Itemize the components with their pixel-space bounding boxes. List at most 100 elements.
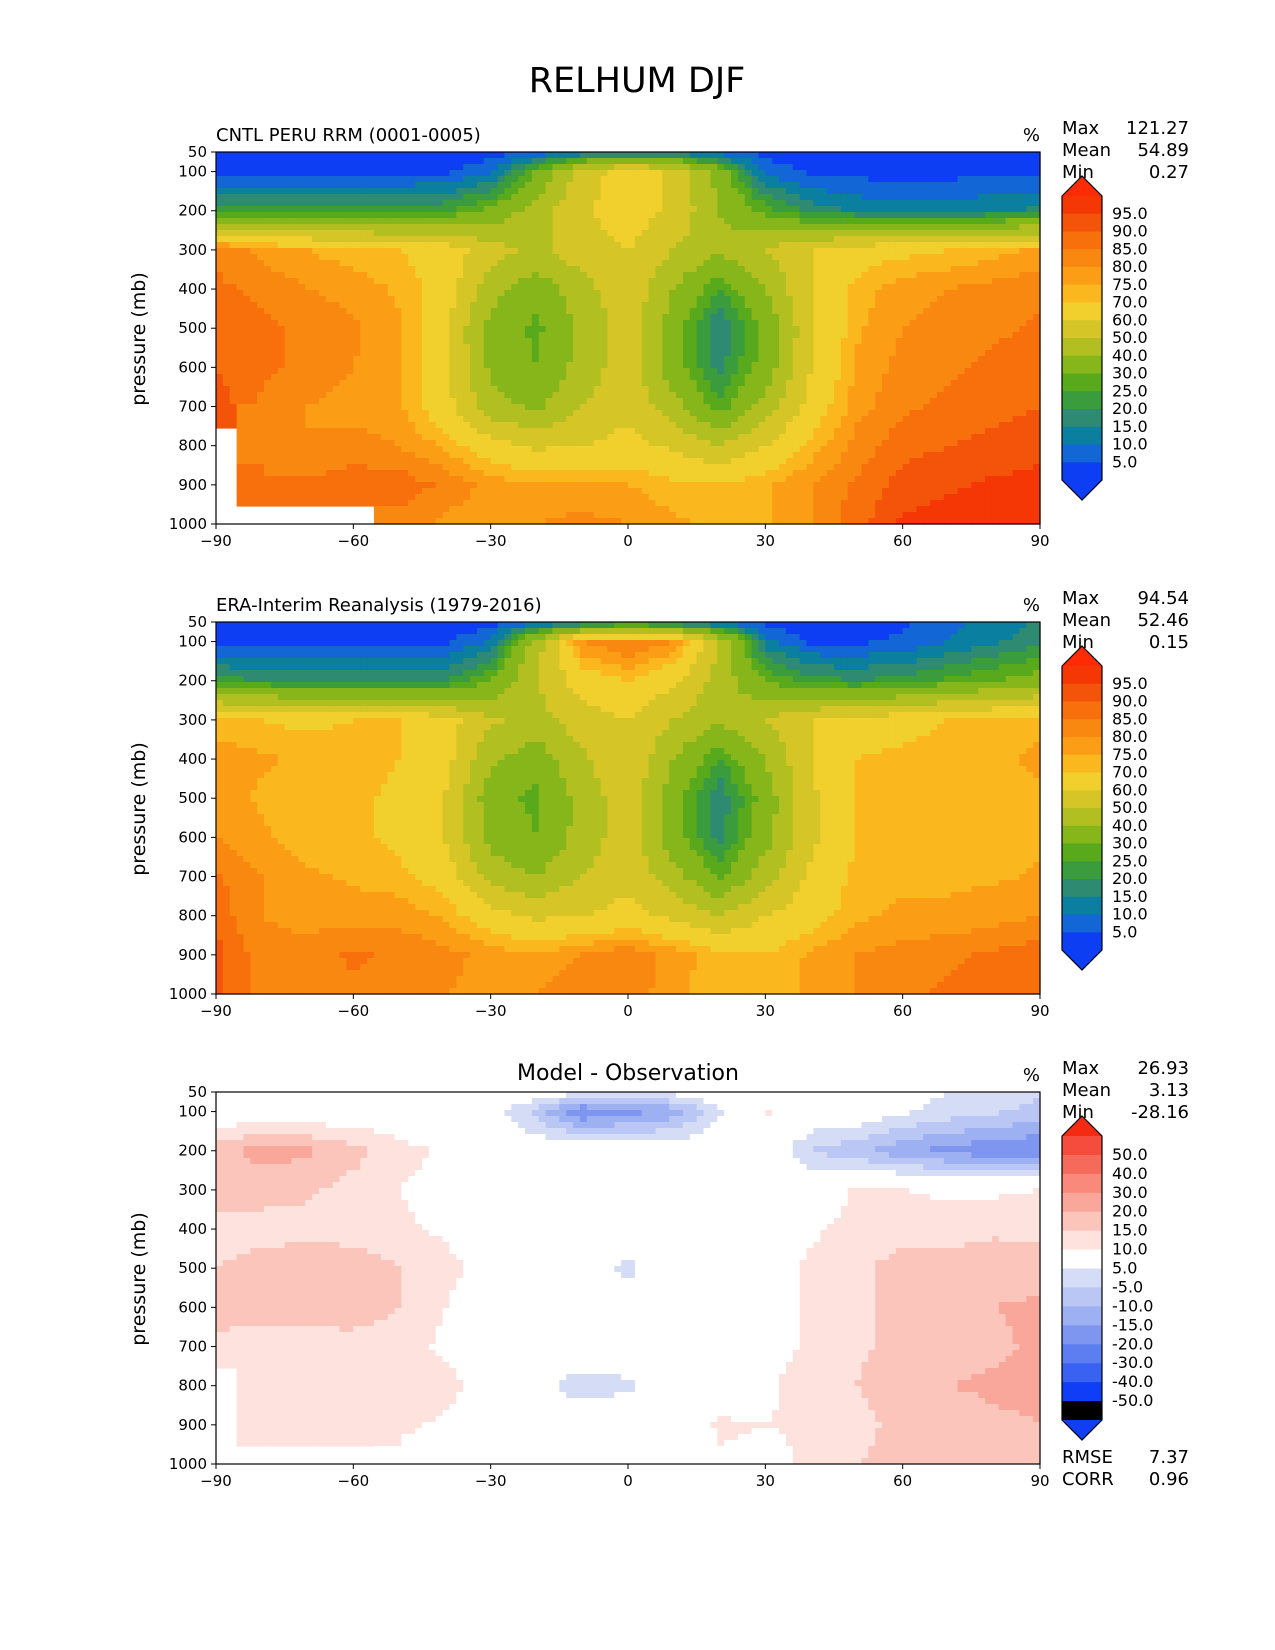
field-cell [841,200,848,207]
field-cell [635,356,642,363]
field-cell [765,338,772,345]
field-cell [223,188,230,195]
field-cell [621,350,628,357]
field-cell [580,374,587,381]
field-cell [813,242,820,249]
field-cell [683,260,690,267]
field-cell [436,368,443,375]
field-cell [813,158,820,165]
field-cell [367,206,374,213]
field-cell [436,182,443,189]
field-cell [319,194,326,201]
field-cell [250,314,257,321]
field-cell [381,290,388,297]
field-cell [731,320,738,327]
field-cell [601,374,608,381]
field-cell [477,254,484,261]
field-cell [807,278,814,285]
field-cell [587,194,594,201]
field-cell [463,350,470,357]
field-cell [786,176,793,183]
field-cell [243,218,250,225]
field-cell [223,254,230,261]
field-cell [655,260,662,267]
field-cell [1026,380,1033,387]
field-cell [278,236,285,243]
field-cell [738,260,745,267]
field-cell [676,260,683,267]
field-cell [697,194,704,201]
field-cell [587,338,594,345]
field-cell [717,356,724,363]
field-cell [559,320,566,327]
field-cell [1019,224,1026,231]
field-cell [896,206,903,213]
field-cell [820,242,827,249]
field-cell [758,242,765,249]
field-cell [429,308,436,315]
field-cell [813,338,820,345]
field-cell [772,374,779,381]
field-cell [964,344,971,351]
field-cell [546,326,553,333]
field-cell [923,314,930,321]
field-cell [477,170,484,177]
field-cell [1026,326,1033,333]
field-cell [278,278,285,285]
field-cell [649,380,656,387]
field-cell [896,296,903,303]
field-cell [827,278,834,285]
field-cell [779,164,786,171]
field-cell [216,248,223,255]
field-cell [587,326,594,333]
field-cell [662,296,669,303]
field-cell [353,272,360,279]
field-cell [882,386,889,393]
field-cell [628,308,635,315]
field-cell [367,266,374,273]
field-cell [690,362,697,369]
field-cell [271,206,278,213]
field-cell [635,350,642,357]
field-cell [923,170,930,177]
field-cell [738,236,745,243]
field-cell [861,380,868,387]
field-cell [559,362,566,369]
field-cell [889,344,896,351]
field-cell [655,278,662,285]
field-cell [532,206,539,213]
field-cell [436,218,443,225]
field-cell [978,224,985,231]
field-cell [971,296,978,303]
field-cell [841,254,848,261]
field-cell [635,398,642,405]
field-cell [813,326,820,333]
field-cell [676,218,683,225]
field-cell [765,350,772,357]
field-cell [1013,170,1020,177]
field-cell [964,248,971,255]
field-cell [415,380,422,387]
field-cell [848,164,855,171]
field-cell [456,362,463,369]
field-cell [230,188,237,195]
field-cell [566,200,573,207]
field-cell [882,326,889,333]
field-cell [704,188,711,195]
field-cell [992,212,999,219]
field-cell [237,200,244,207]
field-cell [326,266,333,273]
field-cell [498,242,505,249]
field-cell [882,200,889,207]
field-cell [395,230,402,237]
field-cell [669,290,676,297]
field-cell [401,278,408,285]
field-cell [223,284,230,291]
field-cell [635,374,642,381]
field-cell [298,344,305,351]
field-cell [690,218,697,225]
field-cell [463,344,470,351]
field-cell [484,278,491,285]
field-cell [360,284,367,291]
field-cell [237,224,244,231]
